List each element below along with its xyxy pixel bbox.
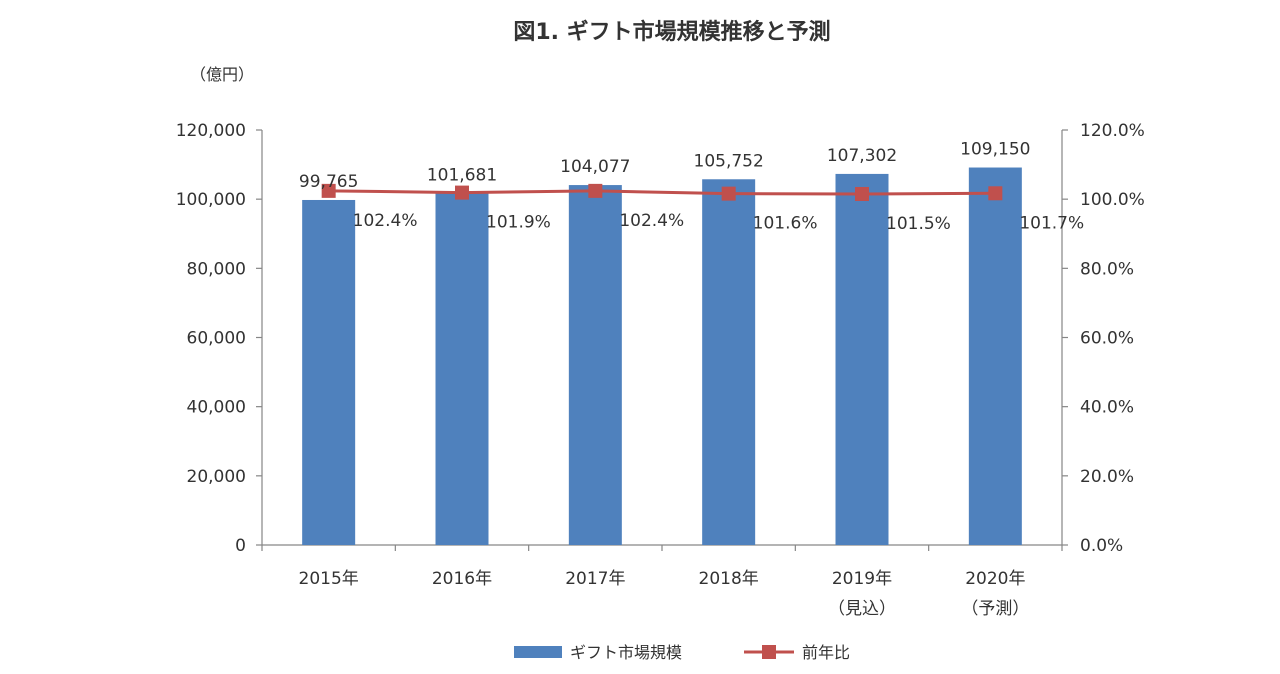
line-value-label: 102.4% <box>353 211 418 231</box>
line-marker <box>588 183 603 198</box>
x-tick-label: 2017年 <box>565 569 625 589</box>
legend-swatch-marker <box>762 645 776 659</box>
x-tick-label: 2015年 <box>299 569 359 589</box>
legend-label-bars: ギフト市場規模 <box>570 643 682 662</box>
y-left-tick-label: 100,000 <box>176 190 246 210</box>
y-left-tick-label: 60,000 <box>187 329 246 349</box>
bar <box>302 199 356 545</box>
axes: 0 20,000 40,000 60,000 80,000 100,000 120,000 0… <box>176 121 1145 619</box>
bar <box>435 193 489 545</box>
y-right-tick-label: 20.0% <box>1080 467 1134 487</box>
line-value-label: 101.9% <box>486 213 551 233</box>
y-right-tick-label: 40.0% <box>1080 398 1134 418</box>
line-marker <box>988 186 1003 201</box>
bar-series <box>302 167 1022 545</box>
x-tick-label: 2016年 <box>432 569 492 589</box>
line-marker <box>721 186 736 201</box>
line-marker <box>321 183 336 198</box>
line-marker <box>455 185 469 200</box>
line-path <box>328 189 996 196</box>
y-left-tick-label: 0 <box>235 536 246 556</box>
legend-swatch-bars <box>514 646 562 658</box>
bar-value-label: 104,077 <box>560 157 630 177</box>
bar-value-label: 105,752 <box>694 151 764 171</box>
x-tick-note: （見込） <box>828 599 896 619</box>
y-right-tick-label: 60.0% <box>1080 329 1134 349</box>
line-value-label: 101.6% <box>753 214 818 234</box>
x-tick-label: 2019年 <box>832 569 892 589</box>
bar <box>568 185 622 545</box>
line-value-label: 101.5% <box>886 214 951 234</box>
x-tick-note: （予測） <box>961 599 1029 619</box>
legend: ギフト市場規模 前年比 <box>514 643 850 662</box>
y-left-tick-label: 40,000 <box>187 398 246 418</box>
y-right-tick-label: 0.0% <box>1080 536 1123 556</box>
line-marker <box>855 186 869 201</box>
y-right-tick-label: 100.0% <box>1080 190 1145 210</box>
bar-value-label: 107,302 <box>827 146 897 166</box>
line-value-label: 101.7% <box>1019 213 1084 233</box>
y-left-tick-label: 80,000 <box>187 259 246 279</box>
line-series <box>321 183 1003 201</box>
x-tick-label: 2018年 <box>699 569 759 589</box>
y-left-tick-label: 120,000 <box>176 121 246 141</box>
x-tick-label: 2020年 <box>965 569 1025 589</box>
data-labels: 99,765 101,681 104,077 105,752 107,302 109,15… <box>299 140 1084 234</box>
y-right-tick-label: 120.0% <box>1080 121 1145 141</box>
line-value-label: 102.4% <box>619 211 684 231</box>
bar-value-label: 99,765 <box>299 172 358 192</box>
y-left-tick-label: 20,000 <box>187 467 246 487</box>
bar <box>835 173 889 545</box>
chart-title: 図1. ギフト市場規模推移と予測 <box>513 19 830 45</box>
y-right-tick-label: 80.0% <box>1080 259 1134 279</box>
bar-value-label: 109,150 <box>960 140 1030 160</box>
legend-label-line: 前年比 <box>802 643 850 662</box>
y-axis-unit-label: （億円） <box>190 65 254 84</box>
bar <box>968 167 1022 545</box>
bar <box>702 179 756 545</box>
bar-value-label: 101,681 <box>427 165 497 185</box>
